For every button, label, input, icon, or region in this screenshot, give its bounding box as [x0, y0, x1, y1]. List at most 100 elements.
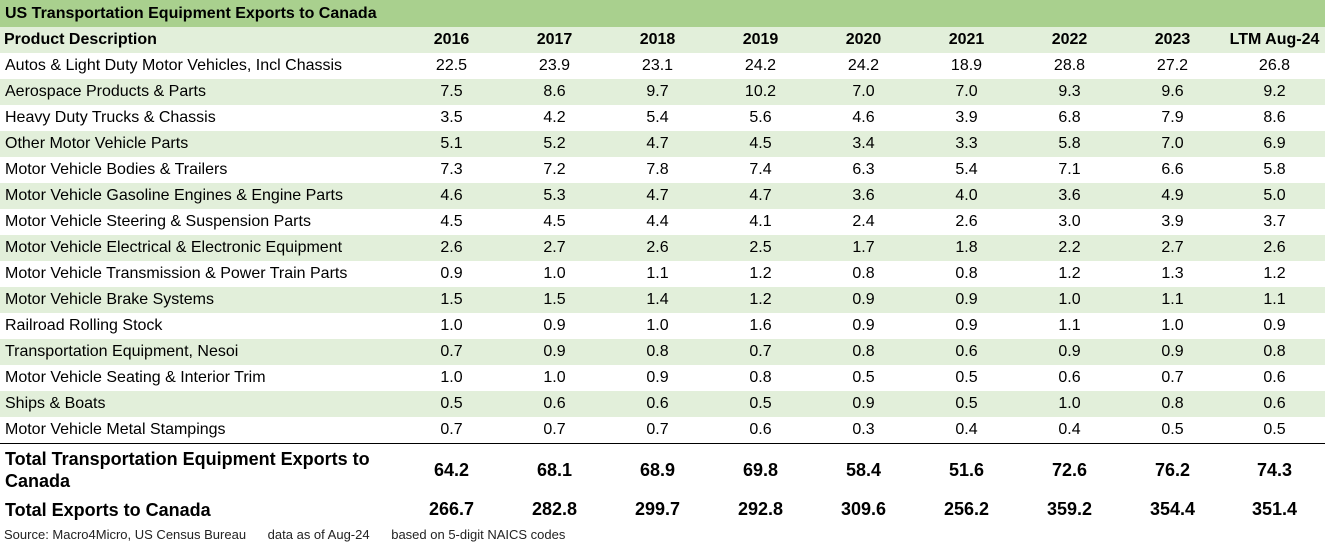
- header-row: Product Description 2016 2017 2018 2019 2020…: [0, 27, 1325, 53]
- value-cell: 4.7: [606, 131, 709, 157]
- value-cell: 4.6: [400, 183, 503, 209]
- value-cell: 1.0: [543, 265, 566, 282]
- header-year: 2019: [709, 27, 812, 53]
- value-cell: 0.9: [852, 317, 875, 334]
- header-year: 2021: [915, 27, 1018, 53]
- header-year: LTM Aug-24: [1224, 27, 1325, 53]
- total-value-cell: 299.7: [634, 499, 681, 519]
- value-cell: 0.5: [852, 369, 875, 386]
- table-row: Ships & Boats 0.5 0.6 0.6 0.5 0.9 0.5 1.0 0.8 0.6: [0, 391, 1325, 417]
- value-cell: 8.6: [503, 79, 606, 105]
- value-cell: 9.2: [1224, 79, 1325, 105]
- value-cell: 9.6: [1121, 79, 1224, 105]
- value-cell: 27.2: [1156, 57, 1189, 74]
- value-cell: 5.8: [1263, 161, 1286, 178]
- value-cell: 0.3: [852, 421, 875, 438]
- total-value-cell: 282.8: [531, 499, 578, 519]
- value-cell: 1.0: [1018, 391, 1121, 417]
- value-cell: 4.1: [749, 213, 772, 230]
- header-year: 2022: [1018, 27, 1121, 53]
- value-cell: 0.5: [709, 391, 812, 417]
- value-cell: 9.7: [606, 79, 709, 105]
- value-cell: 1.8: [915, 235, 1018, 261]
- value-cell: 4.5: [709, 131, 812, 157]
- total-value-cell: 69.8: [709, 443, 812, 496]
- total-value-cell: 74.3: [1224, 443, 1325, 496]
- value-cell: 23.9: [538, 57, 571, 74]
- value-cell: 6.9: [1224, 131, 1325, 157]
- total-value-cell: 309.6: [840, 499, 887, 519]
- value-cell: 0.6: [503, 391, 606, 417]
- total-label: Total Exports to Canada: [5, 499, 211, 520]
- value-cell: 0.6: [1224, 391, 1325, 417]
- value-cell: 5.1: [400, 131, 503, 157]
- value-cell: 3.9: [955, 109, 978, 126]
- value-cell: 1.0: [646, 317, 669, 334]
- row-label: Aerospace Products & Parts: [0, 79, 400, 105]
- value-cell: 5.6: [749, 109, 772, 126]
- row-label: Transportation Equipment, Nesoi: [0, 339, 400, 365]
- header-year: 2018: [606, 27, 709, 53]
- row-label: Heavy Duty Trucks & Chassis: [5, 109, 216, 126]
- as-of-text: data as of Aug-24: [267, 527, 370, 542]
- basis-text: based on 5-digit NAICS codes: [391, 527, 566, 542]
- value-cell: 7.0: [812, 79, 915, 105]
- value-cell: 1.2: [749, 265, 772, 282]
- value-cell: 5.4: [646, 109, 669, 126]
- value-cell: 4.6: [852, 109, 875, 126]
- value-cell: 0.7: [646, 421, 669, 438]
- value-cell: 1.1: [1058, 317, 1081, 334]
- value-cell: 5.3: [503, 183, 606, 209]
- total-value-cell: 359.2: [1046, 499, 1093, 519]
- table-row: Motor Vehicle Brake Systems 1.5 1.5 1.4 1.2 0…: [0, 287, 1325, 313]
- value-cell: 7.2: [543, 161, 566, 178]
- value-cell: 1.1: [1121, 287, 1224, 313]
- row-label: Motor Vehicle Gasoline Engines & Engine …: [0, 183, 400, 209]
- value-cell: 1.0: [440, 317, 463, 334]
- value-cell: 0.9: [1018, 339, 1121, 365]
- value-cell: 0.9: [1121, 339, 1224, 365]
- table-row: Motor Vehicle Transmission & Power Train…: [0, 261, 1325, 287]
- value-cell: 22.5: [435, 57, 468, 74]
- value-cell: 3.3: [915, 131, 1018, 157]
- total-value-cell: 256.2: [943, 499, 990, 519]
- value-cell: 3.7: [1263, 213, 1286, 230]
- value-cell: 1.0: [543, 369, 566, 386]
- row-label: Motor Vehicle Transmission & Power Train…: [5, 265, 348, 282]
- value-cell: 7.1: [1058, 161, 1081, 178]
- value-cell: 2.5: [709, 235, 812, 261]
- value-cell: 3.9: [1161, 213, 1184, 230]
- value-cell: 7.9: [1161, 109, 1184, 126]
- value-cell: 0.7: [709, 339, 812, 365]
- table-row: Motor Vehicle Gasoline Engines & Engine …: [0, 183, 1325, 209]
- total-value-cell: 351.4: [1251, 499, 1298, 519]
- table-row: Autos & Light Duty Motor Vehicles, Incl …: [0, 53, 1325, 79]
- value-cell: 8.6: [1263, 109, 1286, 126]
- value-cell: 0.6: [749, 421, 772, 438]
- value-cell: 4.4: [646, 213, 669, 230]
- table-row: Motor Vehicle Metal Stampings 0.7 0.7 0.7 0.…: [0, 417, 1325, 444]
- value-cell: 0.5: [1161, 421, 1184, 438]
- value-cell: 0.7: [400, 339, 503, 365]
- value-cell: 0.8: [812, 339, 915, 365]
- value-cell: 0.5: [400, 391, 503, 417]
- value-cell: 26.8: [1258, 57, 1291, 74]
- value-cell: 0.9: [503, 339, 606, 365]
- total-value-cell: 292.8: [737, 499, 784, 519]
- value-cell: 1.1: [646, 265, 669, 282]
- table-row: Heavy Duty Trucks & Chassis 3.5 4.2 5.4 5.6 4…: [0, 105, 1325, 131]
- value-cell: 0.4: [955, 421, 978, 438]
- value-cell: 0.9: [812, 391, 915, 417]
- value-cell: 1.2: [1058, 265, 1081, 282]
- value-cell: 4.5: [440, 213, 463, 230]
- value-cell: 0.9: [646, 369, 669, 386]
- value-cell: 2.7: [503, 235, 606, 261]
- value-cell: 1.3: [1161, 265, 1184, 282]
- value-cell: 3.6: [1018, 183, 1121, 209]
- table-row: Railroad Rolling Stock 1.0 0.9 1.0 1.6 0.9 0.9…: [0, 313, 1325, 339]
- row-label: Autos & Light Duty Motor Vehicles, Incl …: [5, 57, 343, 74]
- value-cell: 0.9: [543, 317, 566, 334]
- value-cell: 0.8: [1121, 391, 1224, 417]
- value-cell: 24.2: [847, 57, 880, 74]
- table-row: Motor Vehicle Electrical & Electronic Eq…: [0, 235, 1325, 261]
